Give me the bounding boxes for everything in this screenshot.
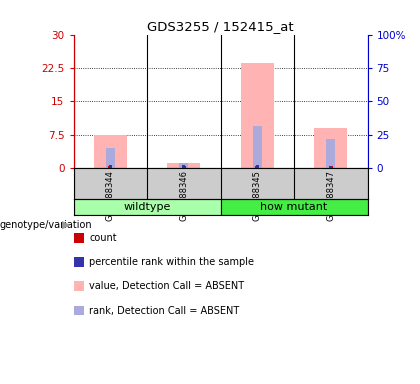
Text: GSM188344: GSM188344 <box>106 170 115 221</box>
Title: GDS3255 / 152415_at: GDS3255 / 152415_at <box>147 20 294 33</box>
Text: count: count <box>89 233 117 243</box>
Bar <box>326 139 335 168</box>
Text: GSM188346: GSM188346 <box>179 170 188 222</box>
Bar <box>241 63 274 168</box>
Bar <box>108 166 112 168</box>
Bar <box>74 199 220 215</box>
Text: genotype/variation: genotype/variation <box>0 220 93 230</box>
Text: value, Detection Call = ABSENT: value, Detection Call = ABSENT <box>89 281 244 291</box>
Text: rank, Detection Call = ABSENT: rank, Detection Call = ABSENT <box>89 306 240 316</box>
Bar <box>329 166 332 168</box>
Bar <box>255 166 259 168</box>
Bar <box>256 165 259 168</box>
Text: wildtype: wildtype <box>123 202 171 212</box>
Bar <box>106 148 115 168</box>
Text: GSM188347: GSM188347 <box>326 170 335 222</box>
Bar <box>220 199 368 215</box>
Text: ▶: ▶ <box>62 220 71 230</box>
Bar <box>109 166 112 168</box>
Bar <box>182 166 185 168</box>
Bar <box>329 166 333 168</box>
Text: how mutant: how mutant <box>260 202 328 212</box>
Bar <box>314 128 347 168</box>
Text: GSM188345: GSM188345 <box>253 170 262 221</box>
Bar <box>94 135 127 168</box>
Bar <box>167 164 200 168</box>
Bar <box>253 126 262 168</box>
Bar <box>179 162 188 168</box>
Text: percentile rank within the sample: percentile rank within the sample <box>89 257 255 267</box>
Bar <box>182 166 186 168</box>
